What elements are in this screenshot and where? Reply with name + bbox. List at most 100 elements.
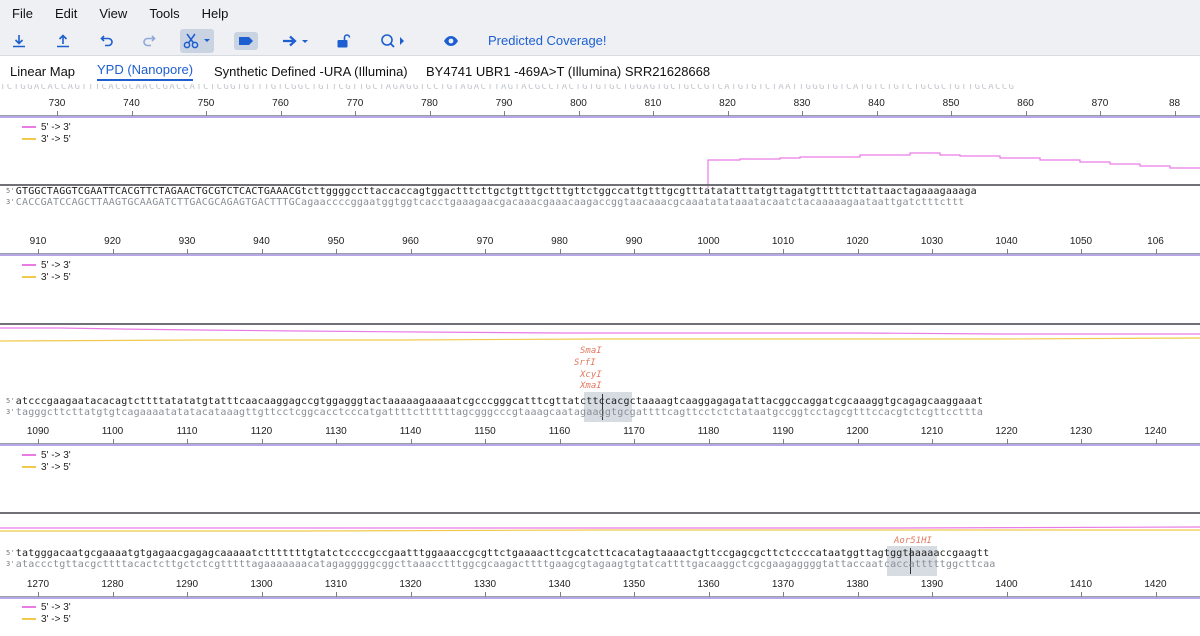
legend-forward: 5' -> 3' xyxy=(41,601,71,613)
reverse-strand[interactable]: tagggcttcttatgtgtcagaaaatatatacataaagttg… xyxy=(15,407,984,418)
ruler-label: 980 xyxy=(551,236,568,247)
enzyme-aor51hi[interactable]: Aor51HI xyxy=(894,536,932,546)
legend-reverse: 3' -> 5' xyxy=(41,461,71,473)
coverage-track xyxy=(707,152,1200,188)
ruler-tick xyxy=(355,111,356,116)
ruler-label: 1160 xyxy=(548,426,571,437)
ruler-label: 1300 xyxy=(250,579,273,590)
coverage-baseline xyxy=(0,512,1200,514)
reverse-strand[interactable]: ataccctgttacgcttttacactcttgctctcgtttttag… xyxy=(15,559,996,570)
ruler-label: 830 xyxy=(793,98,811,109)
ruler-label: 1110 xyxy=(176,426,198,437)
forward-strand[interactable]: tatgggacaatgcgaaaatgtgagaacgagagcaaaaatc… xyxy=(15,548,990,559)
menu-edit[interactable]: Edit xyxy=(54,5,78,21)
undo-icon[interactable] xyxy=(96,29,118,53)
enzyme-srfi[interactable]: SrfI xyxy=(574,358,596,368)
tab-linear-map[interactable]: Linear Map xyxy=(10,64,76,79)
ruler-label: 930 xyxy=(178,236,196,247)
enzyme-xmai[interactable]: XmaI xyxy=(580,381,602,391)
enzyme-smai[interactable]: SmaI xyxy=(580,346,602,356)
ruler-tick xyxy=(206,111,207,116)
ruler-label: 790 xyxy=(495,98,513,109)
ruler-tick xyxy=(261,439,263,444)
scissors-icon[interactable] xyxy=(180,29,214,53)
ruler-tick xyxy=(559,439,561,444)
ruler-tick xyxy=(336,439,337,444)
menu-view[interactable]: View xyxy=(99,5,128,21)
ruler-tick xyxy=(932,592,933,597)
ruler-tick xyxy=(261,249,263,254)
search-icon[interactable] xyxy=(378,29,408,53)
menu-tools[interactable]: Tools xyxy=(149,5,180,21)
enzyme-site-highlight xyxy=(584,392,632,422)
eye-icon[interactable] xyxy=(440,29,462,53)
ruler-tick xyxy=(485,592,486,597)
legend-reverse: 3' -> 5' xyxy=(41,133,71,145)
ruler-label: 800 xyxy=(570,98,587,109)
ruler-label: 750 xyxy=(197,98,215,109)
ruler-tick xyxy=(634,249,635,254)
reverse-swatch xyxy=(22,276,36,278)
tab-synthetic-defined-ura[interactable]: Synthetic Defined -URA (Illumina) xyxy=(214,64,408,79)
download-icon[interactable] xyxy=(8,29,30,53)
ruler-label: 1050 xyxy=(1069,236,1093,247)
ruler-label: 1010 xyxy=(771,236,795,247)
ruler-tick xyxy=(783,249,784,254)
legend-forward: 5' -> 3' xyxy=(41,121,71,133)
ruler-label: 1280 xyxy=(101,579,124,590)
ruler-label: 770 xyxy=(346,98,364,109)
label-icon[interactable] xyxy=(232,29,260,53)
legend-forward: 5' -> 3' xyxy=(41,259,71,271)
tab-ypd-nanopore[interactable]: YPD (Nanopore) xyxy=(97,62,194,81)
ruler-label: 1310 xyxy=(324,579,348,590)
ruler-tick xyxy=(876,111,878,116)
ruler-label: 870 xyxy=(1091,98,1109,109)
ruler-tick xyxy=(1025,111,1027,116)
ruler-label: 1000 xyxy=(697,236,720,247)
ruler-label: 106 xyxy=(1147,236,1164,247)
ruler-label: 1340 xyxy=(548,579,571,590)
predicted-coverage-link[interactable]: Predicted Coverage! xyxy=(488,33,607,48)
tab-bar: Linear Map YPD (Nanopore) Synthetic Defi… xyxy=(0,56,1200,84)
ruler-tick xyxy=(336,249,337,254)
enzyme-xcyi[interactable]: XcyI xyxy=(580,370,602,380)
tab-by4741-ubr1[interactable]: BY4741 UBR1 -469A>T (Illumina) SRR216286… xyxy=(426,64,711,79)
reverse-strand[interactable]: CACCGATCCAGCTTAAGTGCAAGATCTTGACGCAGAGTGA… xyxy=(15,197,965,208)
ruler-label: 960 xyxy=(402,236,419,247)
reverse-swatch xyxy=(22,138,36,140)
forward-strand[interactable]: atcccgaagaatacacagtcttttatatatgtatttcaac… xyxy=(15,396,984,407)
ruler-tick xyxy=(38,249,39,254)
redo-icon[interactable] xyxy=(138,29,160,53)
unlock-icon[interactable] xyxy=(332,29,354,53)
coverage-legend: 5' -> 3' 3' -> 5' xyxy=(22,449,71,473)
legend-forward: 5' -> 3' xyxy=(41,449,71,461)
forward-strand[interactable]: GTGGCTAGGTCGAATTCACGTTCTAGAACTGCGTCTCACT… xyxy=(15,186,977,197)
ruler-tick xyxy=(857,592,859,597)
ruler-label: 1130 xyxy=(325,426,347,437)
ruler-tick xyxy=(802,111,803,116)
enzyme-site-highlight xyxy=(887,546,937,576)
arrow-right-icon[interactable] xyxy=(280,29,312,53)
ruler-tick xyxy=(187,439,188,444)
ruler-tick xyxy=(57,111,58,116)
ruler-label: 1210 xyxy=(920,426,944,437)
ruler-tick xyxy=(504,111,505,116)
coverage-legend: 5' -> 3' 3' -> 5' xyxy=(22,121,71,145)
ruler-tick xyxy=(653,111,654,116)
menu-file[interactable]: File xyxy=(12,5,33,21)
ruler-label: 1180 xyxy=(697,426,720,437)
ruler-tick xyxy=(783,592,784,597)
ruler-label: 1190 xyxy=(772,426,794,437)
ruler-label: 1100 xyxy=(101,426,124,437)
sequence-fragment-top: TCTGGACACCAGTTTCACGCAACCGACCATCTCGGTGTTT… xyxy=(0,84,1016,92)
position-ruler: 1270 1280 1290 1300 1310 1320 1330 1340 1350 1360… xyxy=(0,577,1200,597)
dna-sequence: 5'GTGGCTAGGTCGAATTCACGTTCTAGAACTGCGTCTCA… xyxy=(6,186,977,208)
ruler-label: 1360 xyxy=(697,579,720,590)
ruler-label: 1370 xyxy=(771,579,795,590)
reverse-swatch xyxy=(22,466,36,468)
menu-help[interactable]: Help xyxy=(201,5,229,21)
ruler-tick xyxy=(187,592,188,597)
ruler-label: 1170 xyxy=(623,426,645,437)
ruler-tick xyxy=(1006,592,1008,597)
upload-icon[interactable] xyxy=(52,29,74,53)
